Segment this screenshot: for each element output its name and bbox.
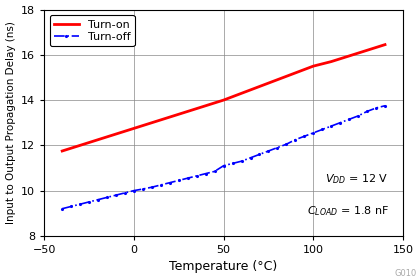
Turn-on [221, 98, 226, 102]
Text: G010: G010 [395, 269, 417, 278]
Turn-off [338, 121, 343, 124]
Turn-on [185, 110, 190, 113]
Legend: Turn-on, Turn-off: Turn-on, Turn-off [50, 15, 134, 46]
Turn-on [59, 149, 65, 153]
Line: Turn-off: Turn-off [60, 104, 387, 210]
Turn-off [248, 156, 253, 160]
Turn-on [347, 54, 352, 58]
Turn-off [212, 170, 217, 173]
Turn-on [383, 43, 388, 46]
Turn-off [284, 143, 289, 146]
Turn-off [320, 128, 325, 131]
Turn-off [302, 134, 307, 138]
Turn-off [140, 187, 145, 191]
Turn-off [266, 149, 271, 153]
Turn-on [96, 138, 101, 141]
Turn-off [347, 118, 352, 121]
Turn-off [383, 104, 388, 107]
Turn-off [158, 183, 163, 187]
Turn-off [328, 124, 334, 128]
Turn-off [96, 198, 101, 201]
Turn-off [356, 114, 361, 117]
Turn-on [149, 121, 154, 124]
Turn-off [365, 110, 370, 113]
Turn-on [78, 144, 83, 147]
Turn-on [293, 71, 298, 74]
Turn-on [132, 127, 137, 130]
Y-axis label: Input to Output Propagation Delay (ns): Input to Output Propagation Delay (ns) [5, 21, 16, 224]
Turn-off [194, 174, 199, 177]
Turn-off [87, 200, 92, 204]
Turn-off [149, 186, 154, 189]
Turn-on [167, 116, 172, 119]
Turn-off [275, 146, 280, 149]
Text: $C_{LOAD}$ = 1.8 nF: $C_{LOAD}$ = 1.8 nF [307, 204, 388, 218]
Turn-off [185, 177, 190, 180]
Turn-on [203, 104, 208, 107]
Turn-off [69, 205, 74, 208]
Turn-on [365, 49, 370, 52]
Turn-off [221, 164, 226, 167]
Turn-off [203, 172, 208, 175]
Turn-off [167, 181, 172, 184]
Turn-off [239, 160, 244, 163]
Line: Turn-on: Turn-on [62, 45, 385, 151]
Turn-on [311, 64, 316, 68]
Turn-on [275, 78, 280, 81]
Turn-off [373, 106, 378, 110]
Turn-off [257, 153, 262, 156]
Turn-off [176, 179, 181, 182]
Turn-on [257, 85, 262, 88]
Turn-off [230, 162, 235, 165]
Turn-off [122, 191, 127, 194]
Turn-off [132, 189, 137, 192]
Turn-off [78, 203, 83, 206]
Turn-off [311, 131, 316, 134]
Turn-off [104, 196, 109, 199]
Text: $V_{DD}$ = 12 V: $V_{DD}$ = 12 V [325, 172, 388, 186]
Turn-off [114, 193, 119, 197]
Turn-on [328, 60, 334, 63]
Turn-on [114, 132, 119, 136]
Turn-off [59, 207, 65, 210]
X-axis label: Temperature (°C): Temperature (°C) [169, 260, 278, 273]
Turn-off [293, 138, 298, 141]
Turn-on [239, 92, 244, 95]
